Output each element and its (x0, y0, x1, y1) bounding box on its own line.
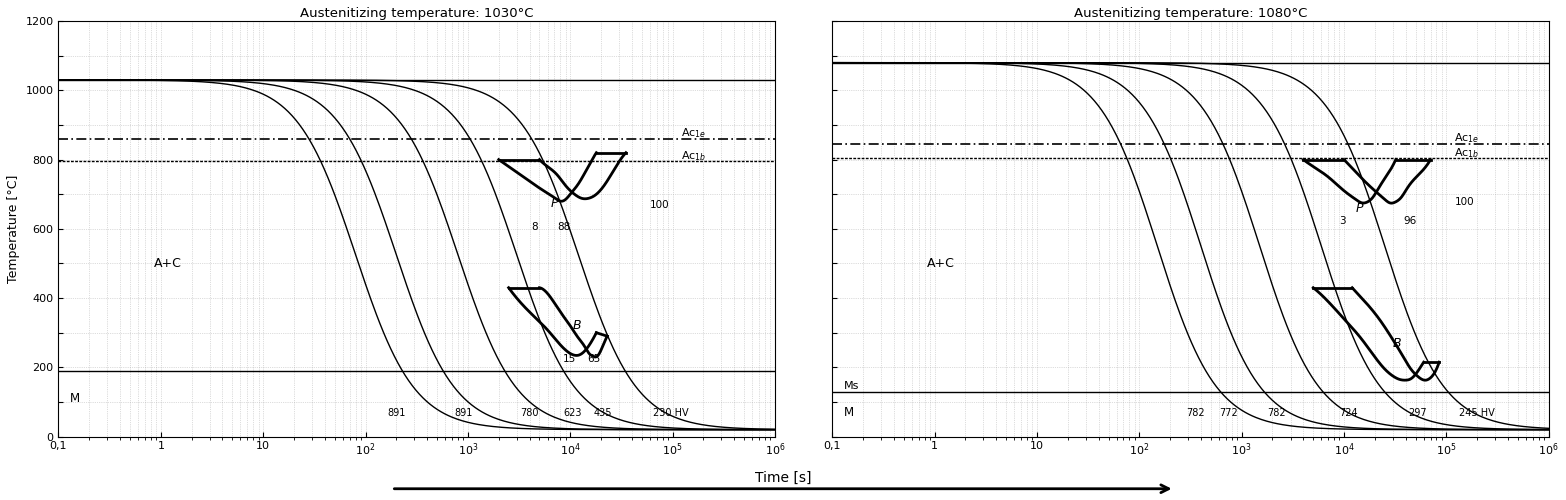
Text: 782: 782 (1267, 408, 1286, 418)
Text: B: B (573, 320, 581, 332)
Text: 88: 88 (557, 222, 570, 232)
Text: Time [s]: Time [s] (755, 470, 811, 484)
Text: 891: 891 (387, 408, 406, 418)
Text: 15: 15 (564, 354, 576, 364)
Text: Ms: Ms (844, 381, 860, 391)
Text: 96: 96 (1403, 216, 1417, 226)
Text: P: P (551, 197, 559, 210)
Text: 100: 100 (650, 200, 670, 210)
Text: 435: 435 (594, 408, 612, 418)
Text: Ac$_{1e}$: Ac$_{1e}$ (1455, 132, 1480, 145)
Text: A+C: A+C (153, 257, 182, 270)
Text: 3: 3 (1339, 216, 1345, 226)
Text: A+C: A+C (927, 257, 955, 270)
Text: 100: 100 (1455, 198, 1474, 207)
Text: 8: 8 (532, 222, 539, 232)
Text: 891: 891 (454, 408, 473, 418)
Text: P: P (1356, 202, 1362, 215)
Text: Ac$_{1b}$: Ac$_{1b}$ (1455, 146, 1480, 160)
Text: 772: 772 (1220, 408, 1239, 418)
Text: Ac$_{1e}$: Ac$_{1e}$ (681, 126, 706, 140)
Text: 724: 724 (1339, 408, 1358, 418)
Text: 780: 780 (520, 408, 539, 418)
Text: 623: 623 (564, 408, 581, 418)
Text: 297: 297 (1408, 408, 1427, 418)
Text: M: M (70, 392, 80, 405)
Y-axis label: Temperature [°C]: Temperature [°C] (6, 174, 20, 283)
Title: Austenitizing temperature: 1030°C: Austenitizing temperature: 1030°C (301, 7, 534, 20)
Text: M: M (844, 406, 853, 419)
Text: 245 HV: 245 HV (1460, 408, 1496, 418)
Text: 782: 782 (1185, 408, 1204, 418)
Title: Austenitizing temperature: 1080°C: Austenitizing temperature: 1080°C (1074, 7, 1308, 20)
Text: 65: 65 (587, 354, 600, 364)
Text: 230 HV: 230 HV (653, 408, 687, 418)
Text: B: B (1392, 336, 1402, 349)
Text: Ac$_{1b}$: Ac$_{1b}$ (681, 150, 706, 164)
